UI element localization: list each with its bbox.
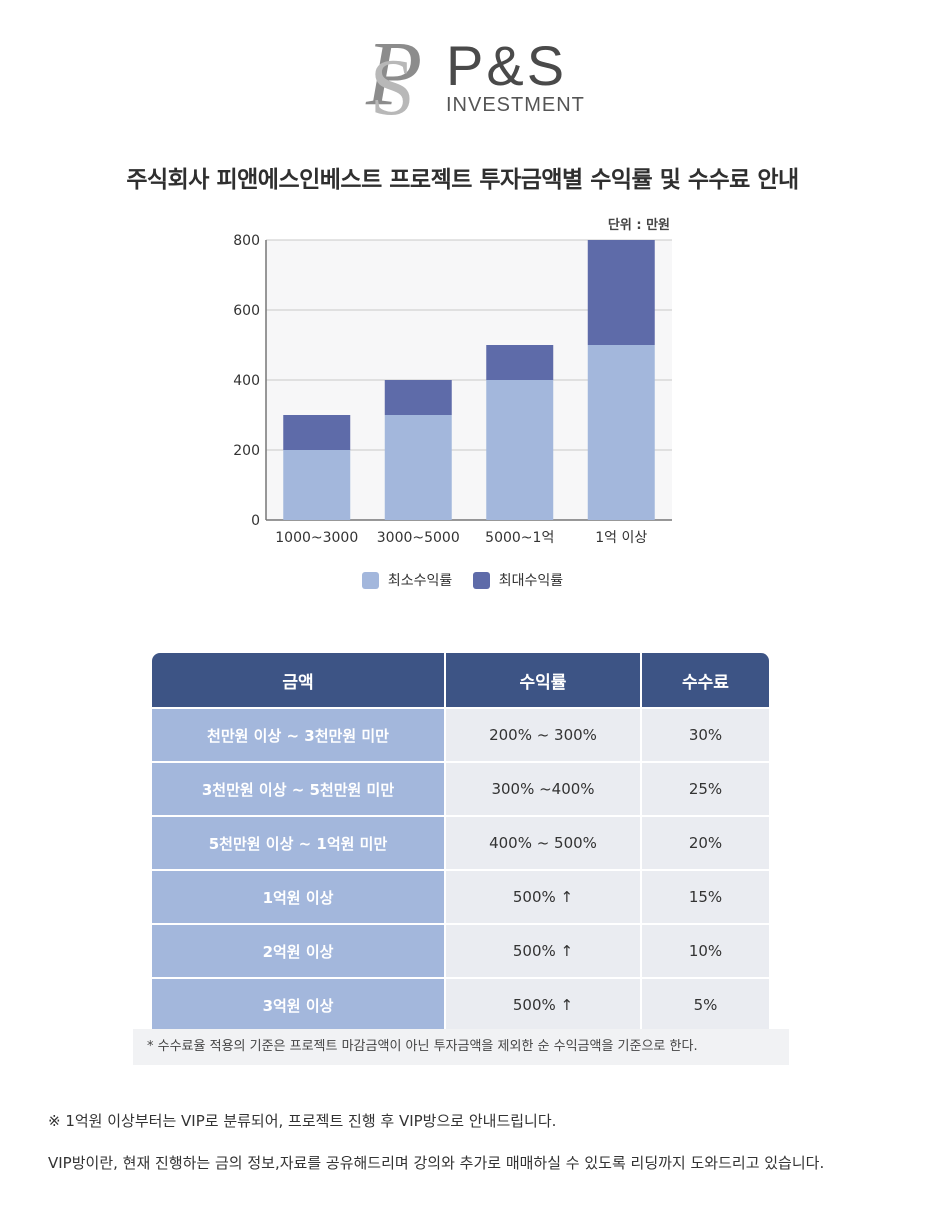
bar-max-return [587,240,655,345]
legend-item-min: 최소수익률 [361,570,453,590]
y-tick-label: 800 [233,233,260,249]
x-tick-label: 1억 이상 [595,530,647,546]
cell-fee: 25% [642,761,769,815]
legend-label-min: 최소수익률 [387,573,453,589]
chart-unit-label: 단위 : 만원 [607,218,670,233]
bar-min-return [486,380,554,520]
logo-name: P&S [446,34,568,97]
header-fee: 수수료 [642,653,769,707]
y-tick-label: 0 [251,513,260,529]
bar-min-return [384,415,452,520]
fee-table: 금액 수익률 수수료 천만원 이상 ~ 3천만원 미만 200% ~ 300% … [152,653,769,1031]
cell-rate: 500% ↑ [446,923,642,977]
return-chart: 0 200 400 600 800 1000~3000 3000~5000 5000~1억 1억… [220,228,680,558]
cell-rate: 400% ~ 500% [446,815,642,869]
cell-rate: 500% ↑ [446,869,642,923]
cell-rate: 300% ~400% [446,761,642,815]
cell-amount: 3천만원 이상 ~ 5천만원 미만 [152,761,446,815]
y-tick-label: 400 [233,373,260,389]
x-tick-label: 3000~5000 [377,530,460,546]
cell-fee: 30% [642,707,769,761]
bar-min-return [283,450,351,520]
cell-fee: 10% [642,923,769,977]
y-tick-label: 200 [233,443,260,459]
table-row: 1억원 이상 500% ↑ 15% [152,869,769,923]
table-row: 3억원 이상 500% ↑ 5% [152,977,769,1031]
header-rate: 수익률 [446,653,642,707]
table-row: 천만원 이상 ~ 3천만원 미만 200% ~ 300% 30% [152,707,769,761]
table-footnote: * 수수료율 적용의 기준은 프로젝트 마감금액이 아닌 투자금액을 제외한 순… [133,1029,789,1065]
table-row: 2억원 이상 500% ↑ 10% [152,923,769,977]
cell-amount: 3억원 이상 [152,977,446,1031]
table-row: 3천만원 이상 ~ 5천만원 미만 300% ~400% 25% [152,761,769,815]
cell-amount: 천만원 이상 ~ 3천만원 미만 [152,707,446,761]
svg-text:P: P [365,22,422,122]
cell-rate: 200% ~ 300% [446,707,642,761]
logo-subtitle: INVESTMENT [446,94,585,116]
legend-item-max: 최대수익률 [472,570,564,590]
bar-max-return [283,415,351,450]
cell-rate: 500% ↑ [446,977,642,1031]
company-logo: P S P&S INVESTMENT [360,22,600,122]
table-header-row: 금액 수익률 수수료 [152,653,769,707]
bar-max-return [486,345,554,380]
header-amount: 금액 [152,653,446,707]
ps-monogram-icon: P S [365,22,422,122]
cell-fee: 20% [642,815,769,869]
return-chart-svg: 0 200 400 600 800 1000~3000 3000~5000 5000~1억 1억… [233,233,672,546]
cell-fee: 5% [642,977,769,1031]
legend-label-max: 최대수익률 [498,573,564,589]
vip-description: VIP방이란, 현재 진행하는 금의 정보,자료를 공유해드리며 강의와 추가로… [48,1154,825,1172]
y-tick-label: 600 [233,303,260,319]
table-row: 5천만원 이상 ~ 1억원 미만 400% ~ 500% 20% [152,815,769,869]
cell-amount: 5천만원 이상 ~ 1억원 미만 [152,815,446,869]
page-title: 주식회사 피앤에스인베스트 프로젝트 투자금액별 수익률 및 수수료 안내 [126,167,799,193]
vip-notice: ※ 1억원 이상부터는 VIP로 분류되어, 프로젝트 진행 후 VIP방으로 … [48,1112,557,1130]
cell-amount: 2억원 이상 [152,923,446,977]
chart-legend: 최소수익률 최대수익률 [0,570,925,593]
legend-swatch-min [361,571,379,589]
x-tick-label: 1000~3000 [275,530,358,546]
svg-text:S: S [370,44,415,122]
bar-min-return [587,345,655,520]
bar-max-return [384,380,452,415]
legend-swatch-max [472,571,490,589]
x-tick-label: 5000~1억 [485,530,554,546]
cell-amount: 1억원 이상 [152,869,446,923]
cell-fee: 15% [642,869,769,923]
